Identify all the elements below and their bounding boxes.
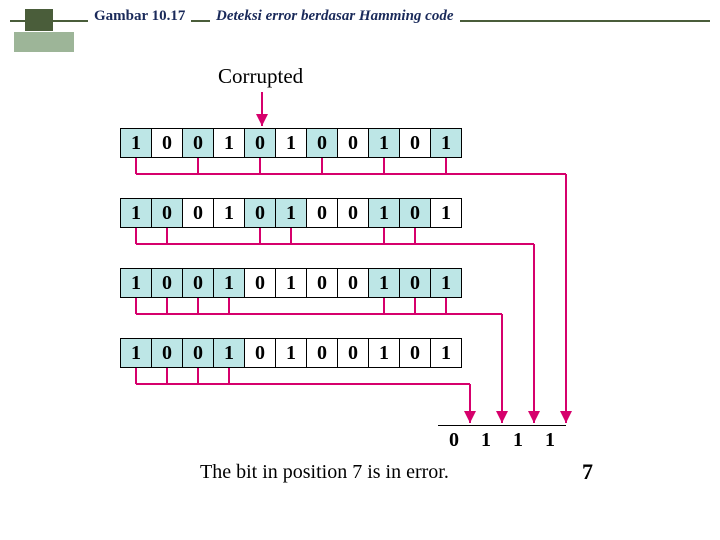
bit-cell: 0 — [399, 128, 431, 158]
bit-cell: 0 — [244, 198, 276, 228]
bit-cell: 0 — [306, 128, 338, 158]
corrupted-label: Corrupted — [218, 64, 303, 89]
bit-cell: 1 — [213, 268, 245, 298]
header-bullet — [25, 9, 53, 31]
hamming-diagram: Corrupted1001010010110010100101100101001… — [0, 50, 720, 530]
bit-cell: 1 — [213, 128, 245, 158]
bit-cell: 0 — [182, 268, 214, 298]
bit-row: 10010100101 — [120, 268, 461, 298]
bit-row: 10010100101 — [120, 128, 461, 158]
bit-cell: 0 — [182, 128, 214, 158]
result-cell: 1 — [502, 425, 534, 455]
bit-cell: 0 — [399, 338, 431, 368]
bit-cell: 0 — [244, 268, 276, 298]
slide-header: Gambar 10.17 Deteksi error berdasar Hamm… — [10, 6, 710, 36]
bit-cell: 1 — [368, 268, 400, 298]
bit-cell: 0 — [399, 198, 431, 228]
bit-cell: 0 — [151, 268, 183, 298]
bit-cell: 0 — [337, 198, 369, 228]
bit-cell: 1 — [430, 268, 462, 298]
bit-cell: 1 — [275, 128, 307, 158]
bit-cell: 0 — [151, 198, 183, 228]
header-bullet-shadow — [14, 32, 74, 52]
bit-cell: 1 — [120, 198, 152, 228]
bit-row: 10010100101 — [120, 338, 461, 368]
bit-cell: 1 — [368, 198, 400, 228]
bit-cell: 1 — [120, 338, 152, 368]
bit-cell: 0 — [151, 338, 183, 368]
bit-cell: 1 — [275, 198, 307, 228]
figure-title: Deteksi error berdasar Hamming code — [210, 8, 460, 25]
bit-cell: 0 — [399, 268, 431, 298]
bit-cell: 1 — [213, 338, 245, 368]
bit-cell: 0 — [337, 268, 369, 298]
result-cell: 1 — [470, 425, 502, 455]
figure-label: Gambar 10.17 — [88, 8, 191, 25]
bit-cell: 1 — [120, 268, 152, 298]
bit-cell: 0 — [244, 338, 276, 368]
result-cell: 0 — [438, 425, 470, 455]
bit-cell: 1 — [430, 128, 462, 158]
bit-cell: 0 — [182, 338, 214, 368]
bit-cell: 1 — [368, 338, 400, 368]
bit-cell: 0 — [337, 338, 369, 368]
bit-cell: 1 — [368, 128, 400, 158]
bit-cell: 1 — [120, 128, 152, 158]
diagram-caption: The bit in position 7 is in error. — [200, 461, 449, 484]
bit-row: 10010100101 — [120, 198, 461, 228]
result-cell: 1 — [534, 425, 566, 455]
bit-cell: 0 — [182, 198, 214, 228]
bit-cell: 1 — [430, 338, 462, 368]
bit-cell: 0 — [337, 128, 369, 158]
result-row: 0111 — [438, 425, 566, 455]
bit-cell: 0 — [306, 268, 338, 298]
bit-cell: 1 — [275, 268, 307, 298]
bit-cell: 0 — [306, 198, 338, 228]
bit-cell: 1 — [213, 198, 245, 228]
error-position-value: 7 — [582, 459, 593, 485]
bit-cell: 0 — [151, 128, 183, 158]
bit-cell: 0 — [244, 128, 276, 158]
bit-cell: 1 — [430, 198, 462, 228]
bit-cell: 0 — [306, 338, 338, 368]
bit-cell: 1 — [275, 338, 307, 368]
